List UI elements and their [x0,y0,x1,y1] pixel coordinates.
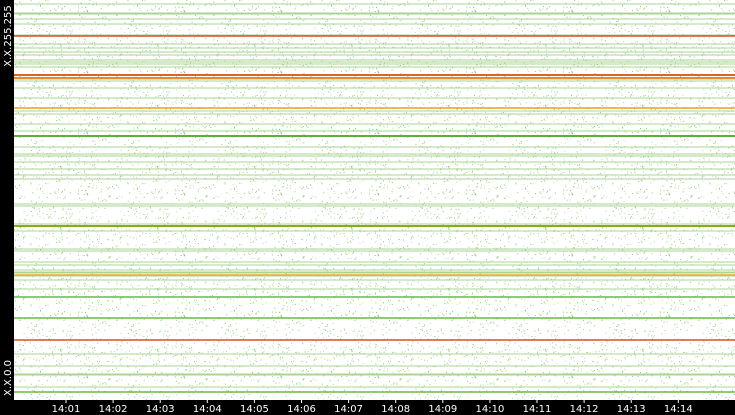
x-tick-label: 14:02 [99,404,128,415]
x-tick-label: 14:10 [475,404,504,415]
x-tick-label: 14:05 [240,404,269,415]
x-tick-label: 14:11 [523,404,552,415]
y-top-label: X.X.255.255 [3,5,14,66]
x-tick-label: 14:14 [664,404,693,415]
x-tick-label: 14:03 [146,404,175,415]
flow-lines [14,3,735,393]
left-axis-bar [0,0,14,415]
x-tick-label: 14:07 [334,404,363,415]
bottom-axis-bar [0,400,735,415]
x-tick-label: 14:04 [193,404,222,415]
x-tick-label: 14:01 [52,404,81,415]
x-tick-label: 14:13 [617,404,646,415]
x-tick-label: 14:12 [570,404,599,415]
x-tick-label: 14:06 [287,404,316,415]
x-tick-label: 14:08 [381,404,410,415]
x-axis: 14:01 14:02 14:03 14:04 14:05 14:06 14:07 14:08… [52,400,693,415]
x-tick-label: 14:09 [428,404,457,415]
y-bottom-label: X.X.0.0 [3,360,14,396]
